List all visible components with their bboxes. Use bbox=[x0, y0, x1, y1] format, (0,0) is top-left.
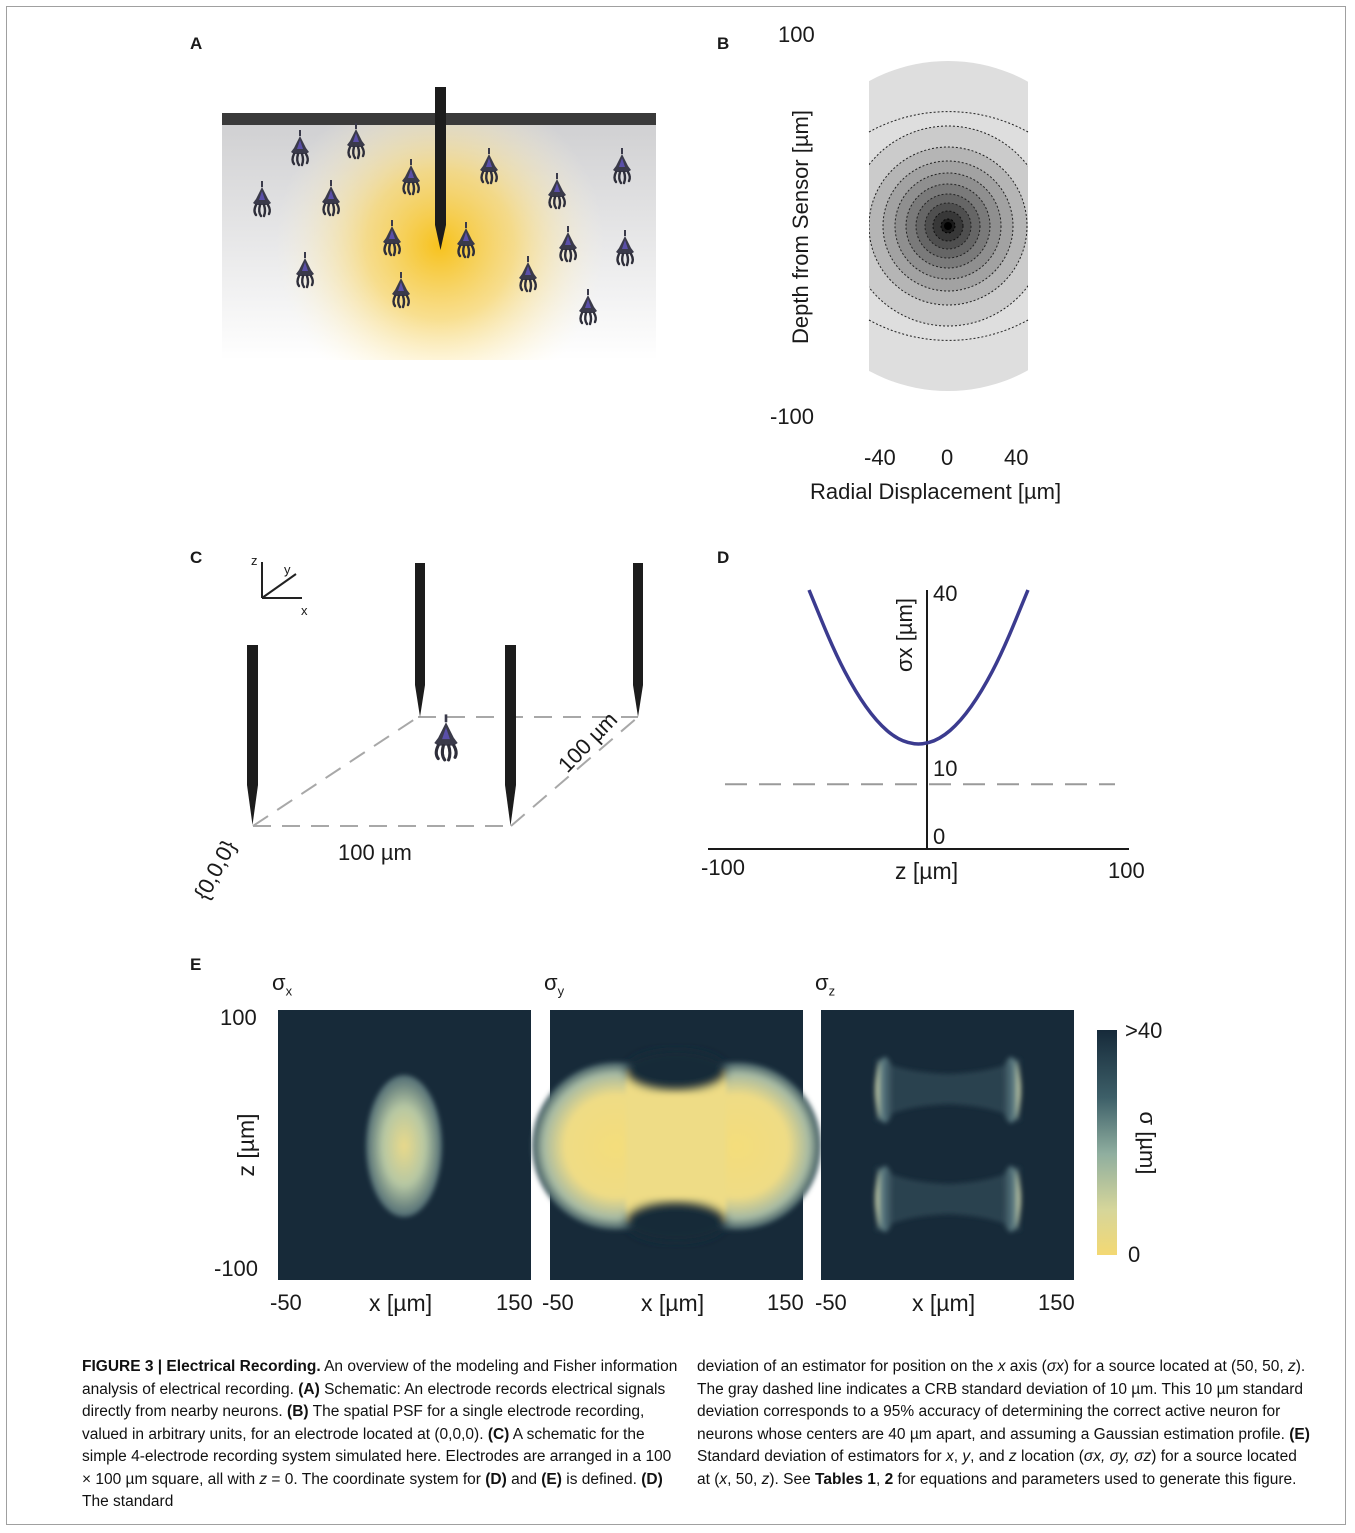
panel-e-y-tick-top: 100 bbox=[220, 1005, 257, 1030]
panel-e-title-x: σx bbox=[272, 970, 293, 999]
caption-e-loc: location ( bbox=[1016, 1448, 1084, 1465]
caption-c-eq: = 0. The coordinate system for bbox=[267, 1470, 486, 1488]
panel-b-x-tick-2: 0 bbox=[941, 445, 954, 470]
caption-r1-sigma: σx bbox=[1046, 1358, 1064, 1375]
caption-d-label: (D) bbox=[641, 1470, 663, 1488]
panel-b-y-top: 100 bbox=[778, 22, 815, 47]
caption-tables-comma: , bbox=[875, 1470, 885, 1488]
panel-c-axis-x: x bbox=[301, 603, 308, 618]
caption-e-for: ) for a source located at ( bbox=[697, 1448, 1297, 1488]
panel-e3-xlabel: x [µm] bbox=[912, 1290, 976, 1316]
panel-c-axis-z: z bbox=[251, 553, 258, 568]
caption-d-text: The standard bbox=[82, 1493, 174, 1510]
caption-c-e: (E) bbox=[541, 1470, 562, 1488]
caption-c-and: and bbox=[506, 1470, 542, 1488]
heatmap-sigma-z bbox=[821, 1010, 1074, 1280]
caption-r1: deviation of an estimator for position o… bbox=[697, 1358, 998, 1375]
caption-c-z: z bbox=[259, 1470, 268, 1488]
panel-b-xlabel: Radial Displacement [µm] bbox=[810, 479, 1062, 504]
heatmap-sigma-z-blobs bbox=[875, 1057, 1021, 1232]
panel-e3-x-tick-min: -50 bbox=[815, 1290, 847, 1315]
panel-d-sigma-curve bbox=[807, 589, 1030, 746]
caption-r1-b: axis ( bbox=[1005, 1358, 1047, 1375]
panel-e-title-y: σy bbox=[544, 970, 565, 999]
caption-e-c1: , bbox=[953, 1448, 963, 1465]
panel-e1-x-tick-min: -50 bbox=[270, 1290, 302, 1315]
panel-b-x-tick-3: 40 bbox=[1004, 445, 1029, 470]
panel-d-xlabel: z [µm] bbox=[895, 858, 959, 884]
panel-b-y-bottom: -100 bbox=[770, 404, 815, 429]
caption-e-x2: x bbox=[719, 1470, 728, 1488]
caption-r1-x: x bbox=[997, 1358, 1006, 1375]
panel-d-x-tick-max: 100 bbox=[1108, 858, 1145, 883]
figure-frame bbox=[6, 6, 1346, 1525]
panel-c-schematic bbox=[247, 562, 643, 827]
panel-e1-x-tick-max: 150 bbox=[496, 1290, 533, 1315]
panel-label-a: A bbox=[190, 34, 203, 53]
caption-left: FIGURE 3 | Electrical Recording. An over… bbox=[82, 1356, 682, 1514]
panel-e-title-z: σz bbox=[815, 970, 836, 999]
caption-c-def: is defined. bbox=[561, 1470, 642, 1488]
caption-e-sigmas: σx, σy, σz bbox=[1083, 1448, 1152, 1465]
heatmap-sigma-y-blob bbox=[532, 1050, 821, 1242]
panel-e2-x-tick-max: 150 bbox=[767, 1290, 804, 1315]
caption-intro: An overview of the modeling and Fisher i… bbox=[82, 1358, 678, 1398]
colorbar bbox=[1097, 1030, 1117, 1255]
panel-b-psf bbox=[868, 61, 1029, 391]
panel-label-e: E bbox=[190, 955, 202, 974]
caption-r1-d: ). The gray dashed line indicates a CRB … bbox=[697, 1358, 1306, 1443]
caption-c-text: A schematic for the simple 4-electrode r… bbox=[82, 1425, 672, 1488]
caption-a-label: (A) bbox=[298, 1380, 320, 1398]
caption-e-c2: , and bbox=[970, 1448, 1009, 1465]
panel-e1-xlabel: x [µm] bbox=[369, 1290, 433, 1316]
panel-e-y-tick-bottom: -100 bbox=[214, 1256, 259, 1281]
caption-e-50: , 50, bbox=[727, 1470, 762, 1488]
panel-d-y-tick-0: 0 bbox=[933, 824, 946, 849]
colorbar-label: σ [µm] bbox=[1135, 1111, 1160, 1175]
caption-b-text: The spatial PSF for a single electrode r… bbox=[82, 1403, 645, 1443]
panel-d-x-tick-min: -100 bbox=[701, 855, 746, 880]
panel-label-d: D bbox=[717, 548, 730, 567]
caption-c-label: (C) bbox=[487, 1425, 510, 1443]
caption-e-label: (E) bbox=[1289, 1425, 1310, 1443]
heatmap-sigma-x-blob bbox=[366, 1075, 442, 1217]
panel-label-b: B bbox=[717, 34, 730, 53]
caption-e-y: y bbox=[962, 1448, 971, 1465]
caption-e-x: x bbox=[946, 1448, 954, 1465]
caption-e-see: ). See bbox=[769, 1470, 816, 1488]
panel-e2-x-tick-min: -50 bbox=[542, 1290, 574, 1315]
caption-figure-title: FIGURE 3 | Electrical Recording. bbox=[82, 1358, 321, 1375]
caption-e-text: Standard deviation of estimators for bbox=[697, 1448, 946, 1465]
panel-e3-x-tick-max: 150 bbox=[1038, 1290, 1075, 1315]
caption-a-text: Schematic: An electrode records electric… bbox=[82, 1380, 666, 1421]
panel-a-schematic bbox=[222, 87, 656, 360]
panel-d-ylabel: σx [µm] bbox=[892, 598, 917, 672]
caption-e-z: z bbox=[1008, 1448, 1017, 1465]
caption-r1-c: ) for a source located at (50, 50, bbox=[1063, 1358, 1288, 1375]
caption-c-d: (D) bbox=[485, 1470, 507, 1488]
panel-d-y-tick-40: 40 bbox=[933, 581, 958, 606]
caption-tables-2[interactable]: 2 bbox=[884, 1470, 894, 1488]
caption-right: deviation of an estimator for position o… bbox=[697, 1356, 1312, 1491]
colorbar-max-label: >40 bbox=[1125, 1018, 1163, 1043]
panel-b-x-tick-1: -40 bbox=[864, 445, 896, 470]
caption-tables-1[interactable]: Tables 1 bbox=[815, 1470, 876, 1488]
caption-r1-z: z bbox=[1287, 1358, 1296, 1375]
panel-d-y-tick-10: 10 bbox=[933, 756, 958, 781]
panel-e2-xlabel: x [µm] bbox=[641, 1290, 705, 1316]
panel-c-axis-y: y bbox=[284, 562, 291, 577]
colorbar-min-label: 0 bbox=[1128, 1242, 1141, 1267]
panel-d-chart bbox=[708, 589, 1129, 850]
caption-tables-end: for equations and parameters used to gen… bbox=[893, 1470, 1297, 1488]
panel-label-c: C bbox=[190, 548, 203, 567]
caption-e-z2: z bbox=[761, 1470, 770, 1488]
caption-b-label: (B) bbox=[287, 1403, 309, 1420]
panel-c-dim-bottom: 100 µm bbox=[338, 840, 412, 865]
panel-e-heatmaps bbox=[278, 1010, 1117, 1280]
